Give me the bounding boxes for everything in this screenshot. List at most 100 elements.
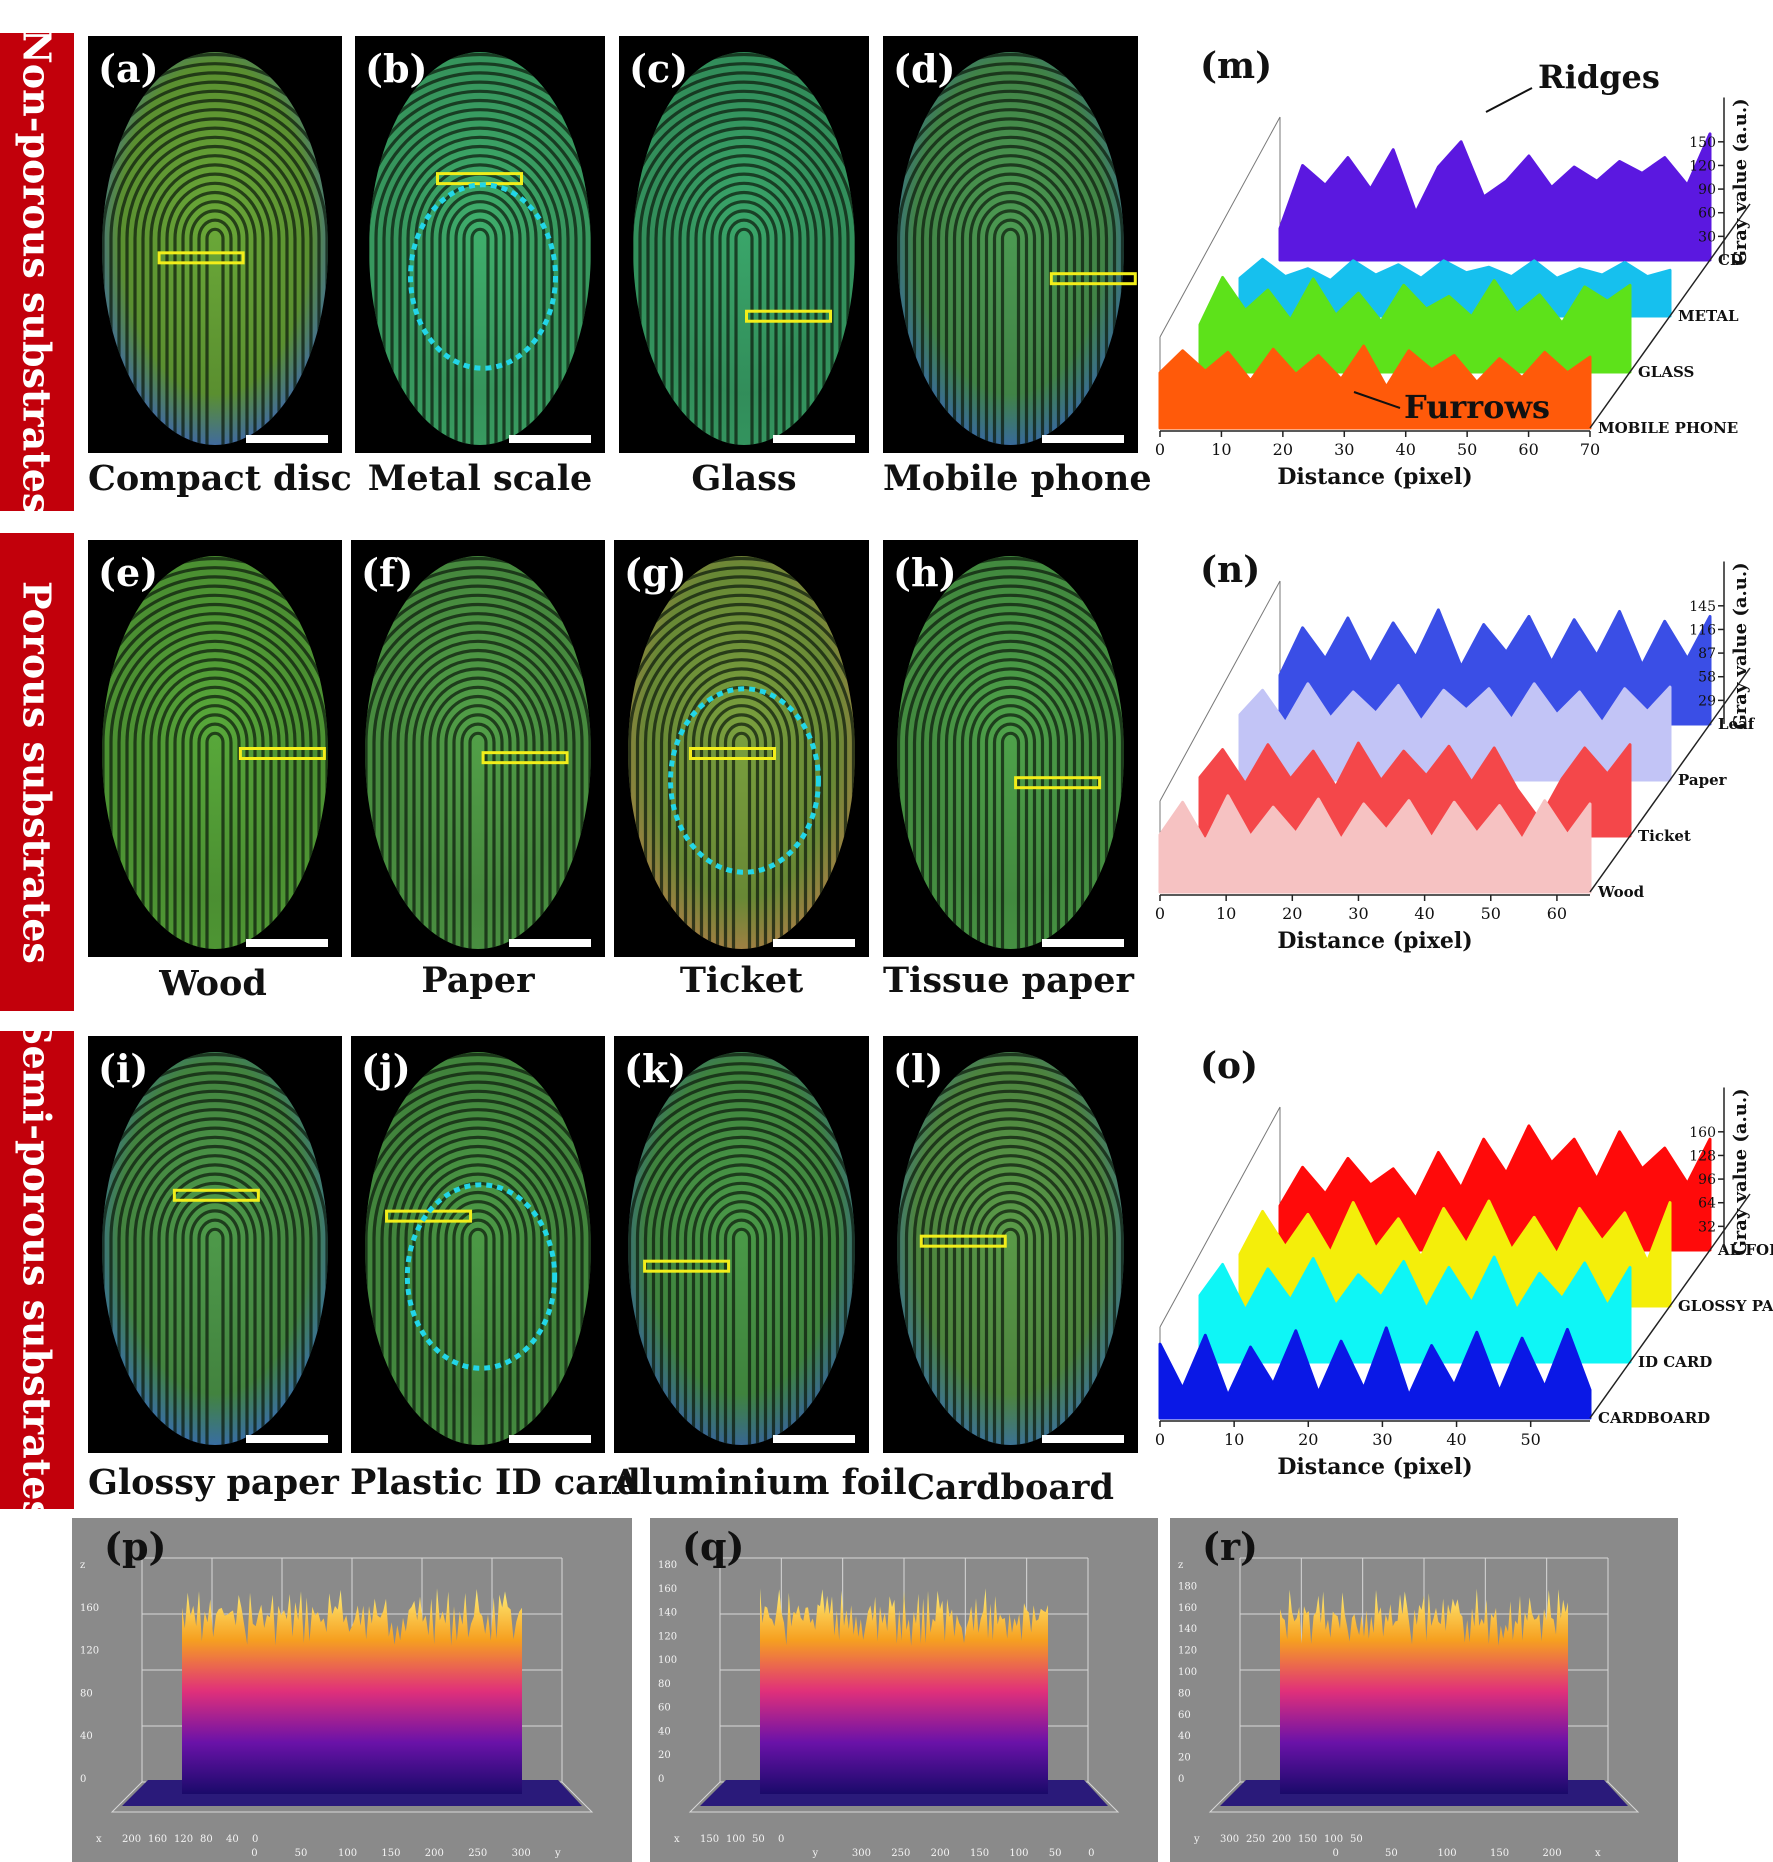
ridge-line — [686, 172, 802, 445]
z-tick-label: 100 — [1178, 1667, 1197, 1678]
ridge-line — [365, 566, 591, 949]
x-tick-label: 40 — [1446, 1430, 1466, 1449]
ridge-line — [102, 584, 328, 949]
ridge-line — [109, 1117, 321, 1445]
y-tick-label: 50 — [1049, 1848, 1062, 1859]
series-label: AL FOIL — [1717, 1241, 1773, 1259]
ridge-line — [897, 593, 1124, 949]
ridge-line — [944, 667, 1077, 949]
panel-label: (h) — [893, 550, 957, 595]
ridge-line — [470, 227, 490, 445]
z-tick-label: 120 — [1178, 1646, 1197, 1657]
ridge-line — [715, 713, 768, 949]
z-tick-label: 120 — [658, 1631, 677, 1642]
roi-box — [385, 1209, 473, 1223]
ridge-line — [675, 667, 808, 949]
ridge-line — [109, 621, 321, 949]
ridge-line — [365, 612, 591, 949]
ridge-line — [726, 218, 762, 445]
caption-j: Plastic ID card — [350, 1462, 641, 1503]
y-axis-label: Gray value (a.u.) — [1730, 1088, 1751, 1255]
profile-chart: Leaf Paper Ticket Wood 29 58 87 116 145 Gray valu… — [1155, 549, 1756, 954]
ridge-line — [412, 667, 544, 949]
ridge-line — [635, 621, 848, 949]
ridge-line — [460, 722, 496, 949]
series-area-cardboard — [1158, 1326, 1592, 1420]
annotation-arrow — [1485, 87, 1533, 113]
ridge-line — [984, 1209, 1037, 1445]
ridge-line — [133, 144, 297, 445]
ridge-line — [691, 1181, 792, 1445]
fingerprint-panel-f: (f) — [351, 540, 605, 957]
ridge-line — [173, 694, 257, 949]
scale-bar — [1042, 1435, 1124, 1443]
depth-axis — [1629, 779, 1671, 837]
y-tick-label: 60 — [1698, 206, 1716, 222]
fingerprint-image — [897, 1052, 1124, 1445]
y-tick-label: 64 — [1698, 1196, 1716, 1212]
ridge-line — [976, 1200, 1045, 1445]
ridge-line — [897, 1080, 1124, 1445]
ridge-line — [149, 667, 281, 949]
roi-box — [172, 1188, 260, 1202]
z-tick-label: z — [80, 1560, 85, 1571]
ridge-line — [446, 200, 514, 445]
ridge-line — [149, 163, 281, 445]
y-tick-label: 200 — [1543, 1848, 1562, 1859]
ridge-line — [731, 731, 752, 949]
ridge-line — [683, 1172, 800, 1445]
ridge-line — [102, 566, 328, 949]
ridge-line — [944, 163, 1077, 445]
ridge-line — [897, 1062, 1124, 1445]
ridge-line — [699, 1190, 784, 1445]
ridge-line — [670, 154, 818, 445]
z-tick-label: 40 — [1178, 1731, 1191, 1742]
ridge-line — [365, 584, 591, 949]
ridge-line — [897, 1108, 1124, 1445]
axis-line — [1159, 116, 1281, 338]
ridge-line — [960, 1181, 1061, 1445]
y-tick-label: 30 — [1698, 229, 1716, 245]
panel-label: (a) — [98, 46, 159, 91]
fingerprint-panel-c: (c) — [619, 36, 869, 453]
ridge-line — [992, 722, 1029, 949]
ridge-line — [141, 658, 289, 949]
caption-e: Wood — [159, 963, 267, 1004]
side-label-porous: Porous substrates — [0, 533, 74, 1011]
ridge-line — [149, 1163, 281, 1445]
ridge-line — [197, 722, 233, 949]
ridge-line — [102, 575, 328, 949]
ridge-line — [380, 1126, 576, 1445]
ridge-line — [460, 1218, 496, 1445]
ridge-line — [428, 685, 528, 949]
fingerprint-image — [369, 52, 591, 445]
fingerprint-panel-i: (i) — [88, 1036, 342, 1453]
caption-f: Paper — [421, 960, 535, 1001]
ridge-line — [992, 1218, 1029, 1445]
ridge-line — [651, 1135, 832, 1445]
y-tick-label: 100 — [338, 1848, 357, 1859]
ridge-line — [678, 163, 810, 445]
side-label-semi-porous: Semi-porous substrates — [0, 1018, 74, 1522]
z-tick-label: 80 — [1178, 1688, 1191, 1699]
z-tick-label: 80 — [80, 1688, 93, 1699]
depth-axis — [1709, 667, 1751, 725]
x-tick-label: 50 — [1457, 440, 1477, 459]
ridge-line — [897, 108, 1124, 445]
roi-box — [1014, 776, 1102, 790]
ridge-line — [702, 190, 786, 445]
x-tick-label: 40 — [1414, 904, 1434, 923]
ridge-line — [633, 62, 855, 445]
z-tick-label: 180 — [1178, 1581, 1197, 1592]
series-area-glossy-paper — [1238, 1199, 1672, 1308]
fingerprint-panel-g: (g) — [614, 540, 869, 957]
ridge-line — [904, 1117, 1117, 1445]
ridge-line — [414, 163, 546, 445]
y-tick-label: 0 — [251, 1848, 257, 1859]
annotation-ridges: Ridges — [1538, 58, 1660, 96]
ridge-line — [369, 108, 591, 445]
x-tick-label: 200 — [1272, 1834, 1291, 1845]
fingerprint-image — [365, 1052, 591, 1445]
x-axis-label: Distance (pixel) — [1277, 1454, 1472, 1480]
z-tick-label: 60 — [1178, 1710, 1191, 1721]
